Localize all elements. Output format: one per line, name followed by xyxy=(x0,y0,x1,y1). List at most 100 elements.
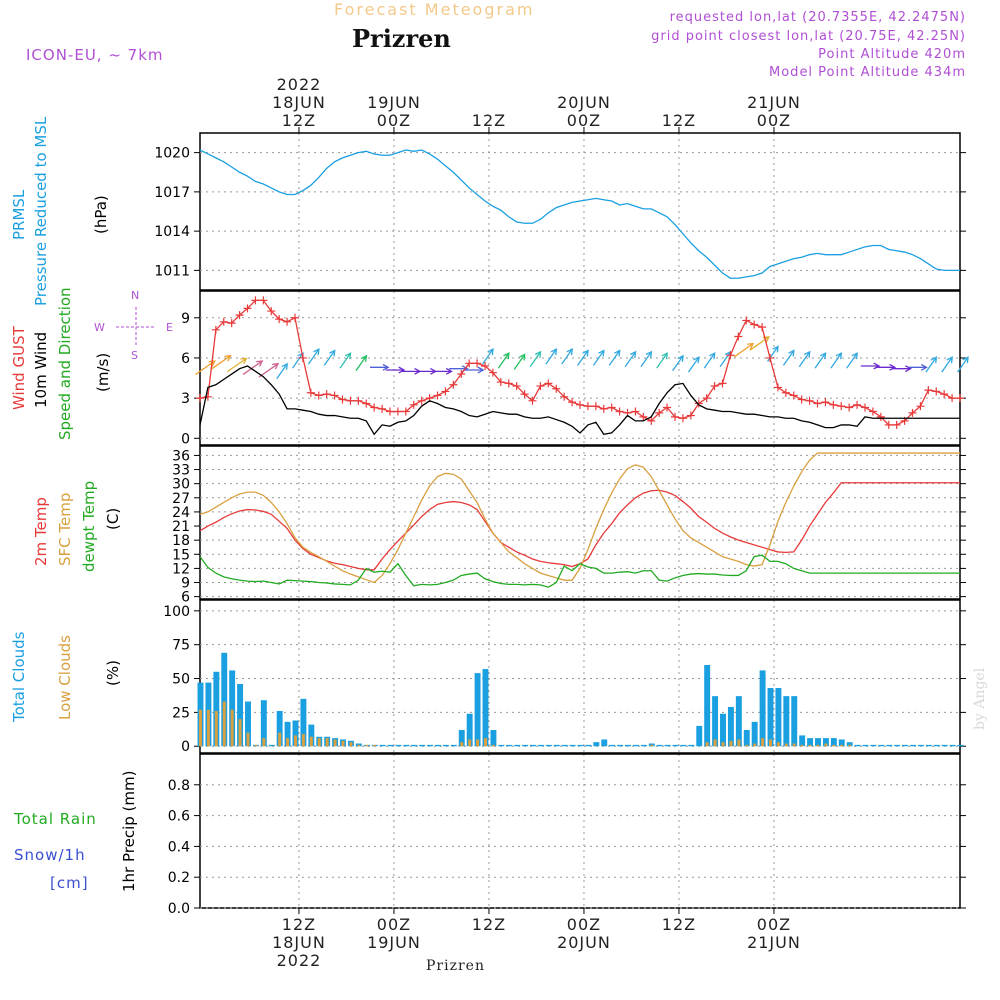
wind-arrow-head xyxy=(272,362,280,370)
wind-arrow xyxy=(577,349,589,366)
wind-arrow-shaft xyxy=(226,357,247,373)
gust-marker xyxy=(940,390,949,399)
total-cloud-bar xyxy=(957,744,964,747)
low-cloud-bar xyxy=(317,738,321,747)
low-cloud-bar xyxy=(753,743,757,747)
gust-marker xyxy=(520,390,529,399)
total-cloud-bar xyxy=(609,744,616,747)
low-cloud-bar xyxy=(491,744,495,747)
wind-arrow-head xyxy=(905,365,913,373)
time-label-bottom: 12Z xyxy=(662,915,696,934)
wind-arrow xyxy=(957,356,969,373)
wind-arrow-head xyxy=(819,352,827,360)
wind-arrow-shaft xyxy=(656,352,668,369)
wind-arrow-head xyxy=(382,363,390,371)
wind-arrow-head xyxy=(313,348,320,356)
wind-arrow-head xyxy=(445,367,453,375)
y-tick-label: 3 xyxy=(181,391,190,407)
low-cloud-bar xyxy=(246,732,250,747)
wind-arrow-shaft xyxy=(925,356,937,373)
time-label-bottom: 20JUN xyxy=(557,933,611,952)
low-cloud-bar xyxy=(484,738,487,747)
wind-arrow xyxy=(656,352,668,369)
total-cloud-bar xyxy=(830,738,837,747)
wind-arrow-head xyxy=(788,349,795,357)
y-tick-label: 15 xyxy=(172,547,190,563)
wind-arrow-head xyxy=(614,349,621,357)
wind-arrow xyxy=(767,345,779,362)
low-cloud-bar xyxy=(262,738,266,747)
y-tick-label: 1014 xyxy=(154,224,190,240)
gust-marker xyxy=(568,398,577,407)
y-tick-label: 0.2 xyxy=(168,870,190,886)
gust-marker xyxy=(235,311,244,320)
low-cloud-bar xyxy=(705,742,709,747)
wind-arrow-head xyxy=(256,360,264,367)
total-cloud-bar xyxy=(688,744,695,747)
gust-marker xyxy=(536,382,545,391)
gust-marker xyxy=(861,403,869,412)
low-cloud-bar xyxy=(214,711,218,747)
total-cloud-bar xyxy=(553,744,560,747)
gust-marker xyxy=(211,325,220,334)
wind-arrow xyxy=(908,363,928,371)
wind-arrow-shaft xyxy=(307,348,320,365)
wind-arrow-head xyxy=(772,345,779,353)
wind-arrow-shaft xyxy=(624,351,637,368)
y-tick-label: 1020 xyxy=(154,146,190,162)
gust-marker xyxy=(251,296,260,305)
time-label-bottom: 2022 xyxy=(277,951,322,970)
gust-marker xyxy=(496,378,505,387)
wind-arrow xyxy=(258,362,280,378)
wind-arrow-shaft xyxy=(292,352,304,369)
panel-frame xyxy=(199,445,961,600)
total-cloud-bar xyxy=(846,742,853,747)
total-cloud-bar xyxy=(498,744,505,747)
wind-arrow-shaft xyxy=(846,352,858,369)
gust-marker xyxy=(868,407,877,416)
wind-arrow-shaft xyxy=(733,343,754,358)
gust-marker xyxy=(876,412,885,421)
total-cloud-bar xyxy=(427,744,434,747)
wind-arrow-head xyxy=(920,363,928,371)
wind-arrow xyxy=(672,354,684,372)
low-cloud-bar xyxy=(333,739,337,747)
gust-marker xyxy=(338,395,347,404)
low-cloud-bar xyxy=(294,735,297,747)
wind-arrow xyxy=(814,352,827,369)
wind-arrow-head xyxy=(329,349,336,357)
gust-marker xyxy=(702,394,711,403)
wind-arrow xyxy=(464,366,485,374)
gust-marker xyxy=(718,379,727,388)
y-tick-label: 50 xyxy=(172,672,190,688)
low-cloud-bar xyxy=(840,744,844,747)
wind-arrow-shaft xyxy=(719,351,732,368)
gust-marker xyxy=(401,407,410,416)
wind-arrow-shaft xyxy=(814,352,827,369)
y-tick-label: 9 xyxy=(181,311,190,327)
gust-marker xyxy=(924,386,933,395)
wind-arrow xyxy=(211,354,232,370)
requested-point: requested lon,lat (20.7355E, 42.2475N) xyxy=(669,10,966,25)
gust-marker xyxy=(370,403,379,412)
gust-marker xyxy=(481,361,489,370)
wind-arrow-shaft xyxy=(258,363,279,378)
total-cloud-bar xyxy=(640,744,647,747)
gust-marker xyxy=(766,353,774,362)
y-tick-label: 1011 xyxy=(154,263,190,279)
total-cloud-bar xyxy=(403,744,410,747)
gust-marker xyxy=(686,411,695,420)
gust-marker xyxy=(267,307,276,316)
wind-arrow-shaft xyxy=(355,355,367,372)
total-cloud-bar xyxy=(807,738,814,747)
wind-arrow-head xyxy=(360,354,368,362)
wind-arrow-shaft xyxy=(323,350,336,366)
wind-arrow-shaft xyxy=(592,350,605,366)
low-cloud-bar xyxy=(286,738,290,747)
gust-marker xyxy=(742,316,751,325)
wind-arrow-head xyxy=(962,356,969,364)
time-label-top: 12Z xyxy=(662,111,696,130)
low-cloud-bar xyxy=(301,734,305,747)
low-cloud-bar xyxy=(808,744,812,747)
